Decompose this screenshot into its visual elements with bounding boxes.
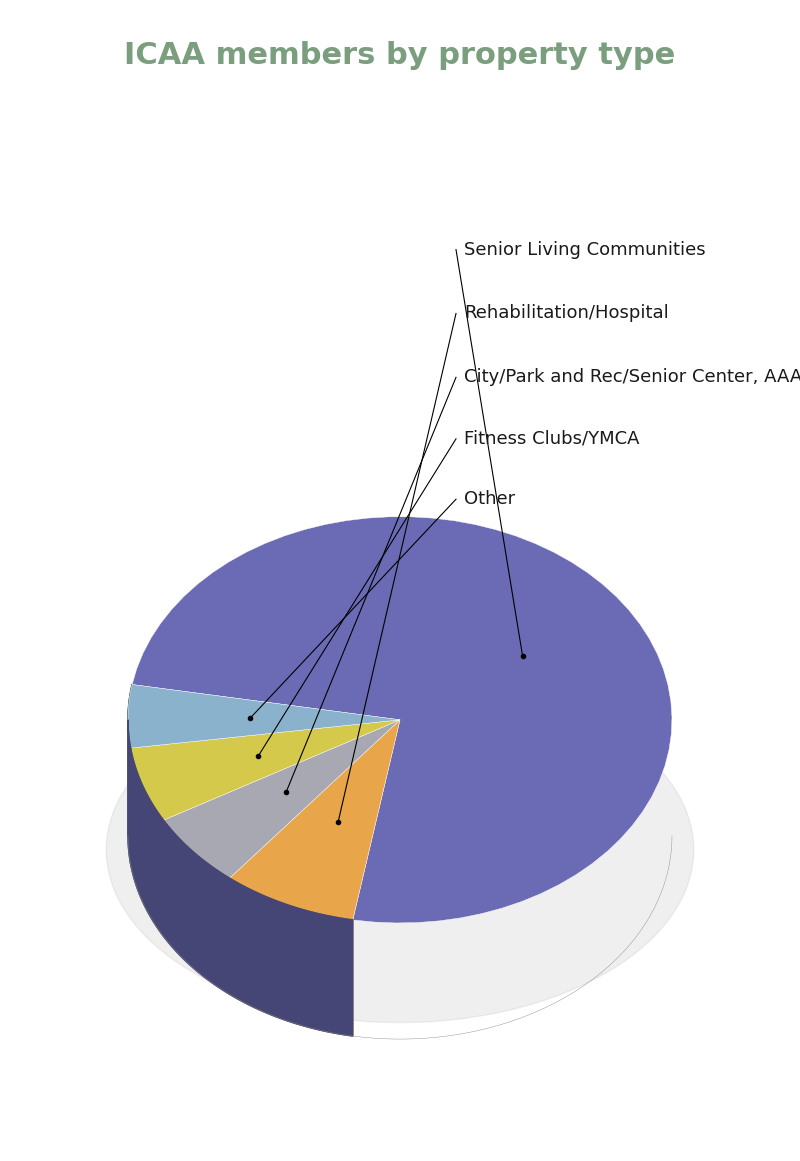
Polygon shape bbox=[230, 878, 353, 1036]
Polygon shape bbox=[128, 685, 132, 836]
Polygon shape bbox=[230, 720, 400, 920]
Polygon shape bbox=[128, 685, 132, 836]
Text: ICAA members by property type: ICAA members by property type bbox=[124, 41, 676, 70]
Text: City/Park and Rec/Senior Center, AAA: City/Park and Rec/Senior Center, AAA bbox=[464, 368, 800, 387]
Polygon shape bbox=[130, 748, 163, 936]
Polygon shape bbox=[130, 720, 400, 820]
Text: Fitness Clubs/YMCA: Fitness Clubs/YMCA bbox=[464, 430, 639, 448]
Polygon shape bbox=[128, 720, 130, 864]
Text: Rehabilitation/Hospital: Rehabilitation/Hospital bbox=[464, 304, 669, 323]
Polygon shape bbox=[128, 685, 400, 748]
Polygon shape bbox=[132, 517, 672, 923]
Polygon shape bbox=[163, 820, 230, 994]
Polygon shape bbox=[128, 720, 353, 1036]
Text: Senior Living Communities: Senior Living Communities bbox=[464, 240, 706, 259]
Text: Other: Other bbox=[464, 490, 515, 509]
Polygon shape bbox=[163, 720, 400, 878]
Ellipse shape bbox=[106, 677, 694, 1023]
